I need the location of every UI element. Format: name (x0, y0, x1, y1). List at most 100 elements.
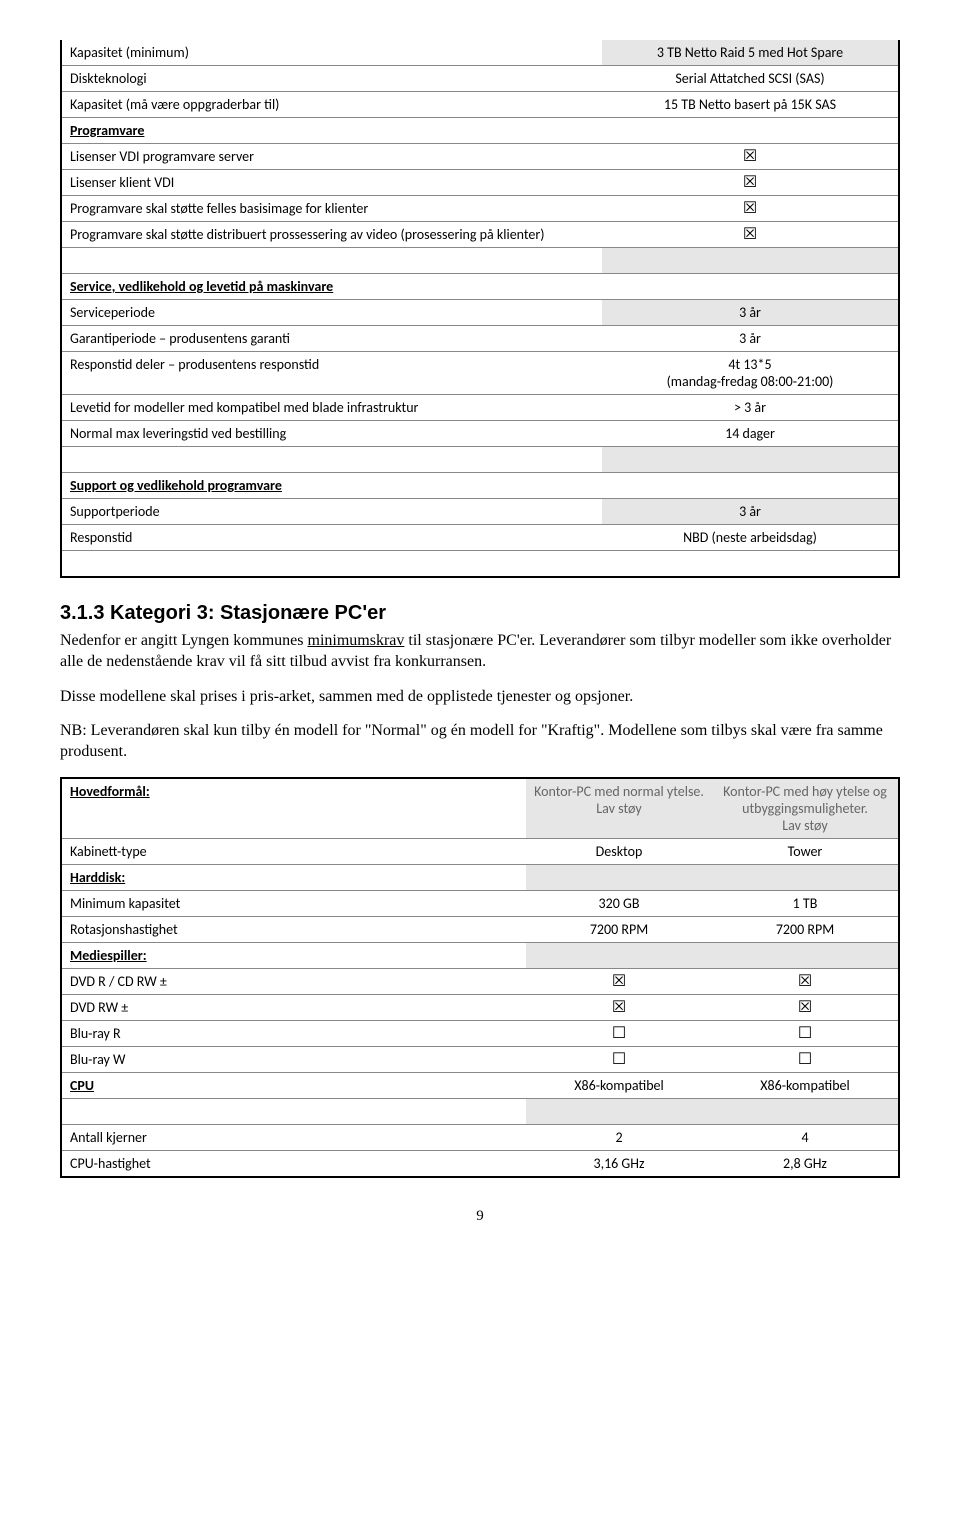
spec-value (602, 118, 899, 144)
spec-key: Normal max leveringstid ved bestilling (61, 421, 602, 447)
table-row: Garantiperiode – produsentens garanti3 å… (61, 326, 899, 352)
checkbox-icon: ☒ (602, 144, 899, 170)
checkbox-icon: ☐ (526, 1046, 712, 1072)
spec-value: 7200 RPM (526, 916, 712, 942)
spec-value: Desktop (526, 838, 712, 864)
table-row: CPU-hastighet3,16 GHz2,8 GHz (61, 1150, 899, 1177)
spec-key: Service, vedlikehold og levetid på maski… (61, 274, 602, 300)
table-row (61, 447, 899, 473)
spec-key: DVD R / CD RW ± (61, 968, 526, 994)
checkbox-icon: ☐ (712, 1020, 899, 1046)
table-row: Normal max leveringstid ved bestilling14… (61, 421, 899, 447)
spec-value: 14 dager (602, 421, 899, 447)
spec-value: 2,8 GHz (712, 1150, 899, 1177)
spec-value: 2 (526, 1124, 712, 1150)
table-row: ResponstidNBD (neste arbeidsdag) (61, 525, 899, 551)
table-header-row: Hovedformål:Kontor-PC med normal ytelse.… (61, 778, 899, 839)
spec-key: CPU (61, 1072, 526, 1098)
spec-key: Programvare skal støtte felles basisimag… (61, 196, 602, 222)
spec-value: 3 år (602, 300, 899, 326)
table-row: Supportperiode3 år (61, 499, 899, 525)
spec-key: Mediespiller: (61, 942, 526, 968)
spec-key: Garantiperiode – produsentens garanti (61, 326, 602, 352)
checkbox-icon: ☒ (602, 196, 899, 222)
spec-value (712, 864, 899, 890)
spec-key: Levetid for modeller med kompatibel med … (61, 395, 602, 421)
spec-value: X86-kompatibel (712, 1072, 899, 1098)
spec-value: > 3 år (602, 395, 899, 421)
table-row: DVD R / CD RW ±☒☒ (61, 968, 899, 994)
checkbox-icon: ☒ (602, 170, 899, 196)
spec-value: 320 GB (526, 890, 712, 916)
spec-key: Antall kjerner (61, 1124, 526, 1150)
table-row: Service, vedlikehold og levetid på maski… (61, 274, 899, 300)
table-row: Kapasitet (må være oppgraderbar til)15 T… (61, 92, 899, 118)
spec-key: Diskteknologi (61, 66, 602, 92)
spec-key: Harddisk: (61, 864, 526, 890)
spec-key: DVD RW ± (61, 994, 526, 1020)
spec-key: Blu-ray R (61, 1020, 526, 1046)
spec-value: Serial Attatched SCSI (SAS) (602, 66, 899, 92)
spec-key: Minimum kapasitet (61, 890, 526, 916)
page-number: 9 (60, 1208, 900, 1225)
table-row: Programvare skal støtte distribuert pros… (61, 222, 899, 248)
spec-key: Blu-ray W (61, 1046, 526, 1072)
spec-key: Responstid (61, 525, 602, 551)
table-row: Minimum kapasitet320 GB1 TB (61, 890, 899, 916)
spec-value: 15 TB Netto basert på 15K SAS (602, 92, 899, 118)
spec-value (526, 942, 712, 968)
spec-value: 4 (712, 1124, 899, 1150)
table-row: Rotasjonshastighet7200 RPM7200 RPM (61, 916, 899, 942)
checkbox-icon: ☒ (712, 994, 899, 1020)
spec-key: Serviceperiode (61, 300, 602, 326)
spec-table-2: Hovedformål:Kontor-PC med normal ytelse.… (60, 777, 900, 1178)
checkbox-icon: ☒ (712, 968, 899, 994)
checkbox-icon: ☐ (526, 1020, 712, 1046)
spec-value: Tower (712, 838, 899, 864)
spec-value: 3 år (602, 326, 899, 352)
table-row: Programvare skal støtte felles basisimag… (61, 196, 899, 222)
table-row (61, 1098, 899, 1124)
table-row: Mediespiller: (61, 942, 899, 968)
spec-value (602, 274, 899, 300)
table-row: Harddisk: (61, 864, 899, 890)
spec-key: Supportperiode (61, 499, 602, 525)
spec-key: Lisenser VDI programvare server (61, 144, 602, 170)
table-row: Lisenser klient VDI☒ (61, 170, 899, 196)
table-row: Lisenser VDI programvare server☒ (61, 144, 899, 170)
section-paragraph-2: Disse modellene skal prises i pris-arket… (60, 687, 900, 708)
table-row: Antall kjerner24 (61, 1124, 899, 1150)
spec-value (712, 942, 899, 968)
spec-value: 4t 13*5(mandag-fredag 08:00-21:00) (602, 352, 899, 395)
table-row: Responstid deler – produsentens responst… (61, 352, 899, 395)
section-heading: 3.1.3 Kategori 3: Stasjonære PC'er (60, 602, 900, 625)
checkbox-icon: ☒ (526, 968, 712, 994)
spec-value: 1 TB (712, 890, 899, 916)
section-paragraph-3: NB: Leverandøren skal kun tilby én model… (60, 721, 900, 763)
table-row: Blu-ray R☐☐ (61, 1020, 899, 1046)
spec-key: Support og vedlikehold programvare (61, 473, 602, 499)
spec-value: 7200 RPM (712, 916, 899, 942)
table-row: Support og vedlikehold programvare (61, 473, 899, 499)
table-row: Programvare (61, 118, 899, 144)
spec-value: 3 år (602, 499, 899, 525)
table-row: DVD RW ±☒☒ (61, 994, 899, 1020)
spec-key: Kapasitet (må være oppgraderbar til) (61, 92, 602, 118)
checkbox-icon: ☒ (526, 994, 712, 1020)
spec-table-1: Kapasitet (minimum)3 TB Netto Raid 5 med… (60, 40, 900, 578)
checkbox-icon: ☐ (712, 1046, 899, 1072)
table-row (61, 248, 899, 274)
spec-value: 3 TB Netto Raid 5 med Hot Spare (602, 40, 899, 66)
spec-value: NBD (neste arbeidsdag) (602, 525, 899, 551)
checkbox-icon: ☒ (602, 222, 899, 248)
table-row: Blu-ray W☐☐ (61, 1046, 899, 1072)
spec-key: Kapasitet (minimum) (61, 40, 602, 66)
spec-value: X86-kompatibel (526, 1072, 712, 1098)
table-row: CPUX86-kompatibelX86-kompatibel (61, 1072, 899, 1098)
spec-key: Lisenser klient VDI (61, 170, 602, 196)
spec-key: Rotasjonshastighet (61, 916, 526, 942)
table-row: Kabinett-typeDesktopTower (61, 838, 899, 864)
spec-key: Programvare (61, 118, 602, 144)
spec-key: Kabinett-type (61, 838, 526, 864)
table-row: Serviceperiode3 år (61, 300, 899, 326)
